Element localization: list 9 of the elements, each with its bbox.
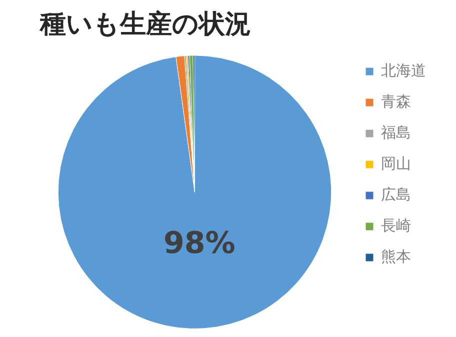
chart-title: 種いも生産の状況 <box>39 9 251 40</box>
legend-label: 長崎 <box>381 216 411 234</box>
legend-label: 岡山 <box>381 154 411 172</box>
data-label: 98% <box>164 226 236 262</box>
legend-label: 福島 <box>381 123 411 142</box>
legend-label: 広島 <box>381 185 411 204</box>
legend-label: 北海道 <box>381 61 426 80</box>
legend-label: 熊本 <box>381 247 411 266</box>
legend-label: 青森 <box>381 92 411 110</box>
